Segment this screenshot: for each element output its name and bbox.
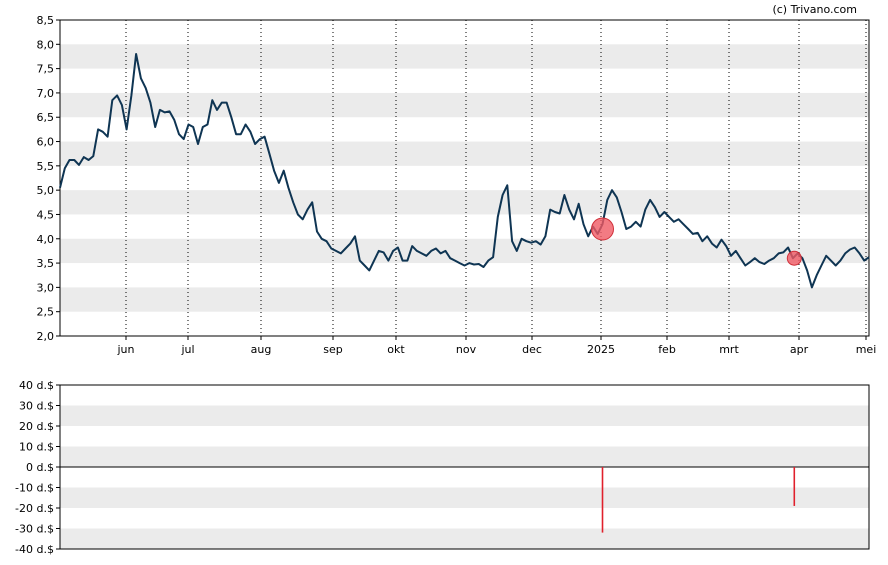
y-tick-label: 6,5 <box>37 111 55 124</box>
y-tick-label: 2,0 <box>37 330 55 343</box>
x-tick-label: jun <box>117 343 135 356</box>
credit-label: (c) Trivano.com <box>772 3 857 16</box>
y-tick-label: 7,0 <box>37 87 55 100</box>
y-tick-label: 8,0 <box>37 38 55 51</box>
y-tick-label: -20 d.$ <box>15 502 54 515</box>
event-marker <box>786 250 802 266</box>
event-marker <box>591 217 615 241</box>
grid-band <box>60 287 869 312</box>
grid-band <box>60 446 869 467</box>
y-tick-label: 7,5 <box>37 63 55 76</box>
y-tick-label: 6,0 <box>37 136 55 149</box>
x-tick-label: jul <box>180 343 194 356</box>
y-tick-label: -10 d.$ <box>15 482 54 495</box>
y-tick-label: 5,5 <box>37 160 55 173</box>
y-tick-label: -40 d.$ <box>15 543 54 556</box>
grid-band <box>60 190 869 215</box>
x-tick-label: okt <box>387 343 405 356</box>
y-tick-label: 0 d.$ <box>26 461 54 474</box>
volume-panel: 40 d.$ 30 d.$ 20 d.$ 10 d.$ 0 d.$ -10 d.$ -20 … <box>15 379 870 556</box>
y-tick-label: -30 d.$ <box>15 523 54 536</box>
price-line <box>59 53 870 289</box>
grid-band <box>60 141 869 166</box>
grid-band <box>60 44 869 69</box>
x-tick-label: aug <box>251 343 272 356</box>
plot-frame <box>59 19 870 337</box>
grid-band <box>60 528 869 549</box>
y-tick-label: 2,5 <box>37 306 55 319</box>
y-tick-label: 5,0 <box>37 184 55 197</box>
y-tick-label: 4,0 <box>37 233 55 246</box>
x-tick-label: dec <box>522 343 542 356</box>
grid-band <box>60 487 869 508</box>
x-tick-label: 2025 <box>587 343 615 356</box>
y-tick-label: 10 d.$ <box>19 441 54 454</box>
x-tick-label: apr <box>790 343 809 356</box>
grid-band <box>60 92 869 118</box>
y-tick-label: 30 d.$ <box>19 400 54 413</box>
y-tick-label: 3,0 <box>37 281 55 294</box>
grid-band <box>60 405 869 426</box>
y-tick-label: 20 d.$ <box>19 420 54 433</box>
x-tick-label: sep <box>323 343 342 356</box>
y-tick-label: 3,5 <box>37 257 55 270</box>
y-tick-label: 40 d.$ <box>19 379 54 392</box>
y-tick-label: 4,5 <box>37 208 55 221</box>
price-panel: 2,0 2,5 3,0 3,5 4,0 4,5 5,0 5,5 6,0 6,5 7,0 7,5 8,0 8… <box>37 14 877 356</box>
x-tick-label: mei <box>856 343 877 356</box>
x-tick-label: nov <box>456 343 477 356</box>
y-tick-label: 8,5 <box>37 14 55 27</box>
x-tick-label: feb <box>658 343 676 356</box>
x-tick-label: mrt <box>719 343 739 356</box>
grid-band <box>60 238 869 264</box>
